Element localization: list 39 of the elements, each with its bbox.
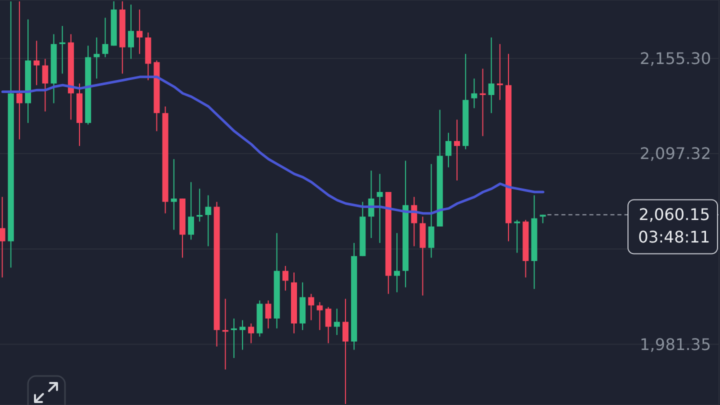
candlestick	[102, 17, 108, 58]
y-tick-label: 1,981.35	[640, 334, 711, 354]
candlestick	[240, 320, 246, 350]
candlestick	[128, 4, 134, 60]
candlestick	[205, 194, 212, 247]
candlestick	[248, 322, 254, 344]
candlestick	[514, 219, 520, 254]
candlestick	[0, 196, 6, 278]
candlestick	[170, 158, 177, 230]
candlestick	[325, 306, 332, 344]
candlestick	[16, 0, 22, 140]
candlestick	[282, 265, 288, 292]
candlestick	[188, 182, 194, 240]
candlestick	[334, 308, 340, 336]
candlestick	[94, 36, 100, 80]
candlestick	[34, 40, 40, 86]
candlestick	[316, 302, 323, 331]
candlestick	[308, 293, 314, 321]
text: 03:48:11	[638, 228, 710, 247]
candlestick	[496, 44, 503, 100]
candlestick	[471, 78, 478, 109]
candlestick	[42, 58, 48, 112]
candlestick	[230, 318, 237, 358]
candlestick	[480, 68, 486, 137]
candlestick	[376, 173, 383, 244]
ref-line-label: 2,060.15	[638, 205, 710, 224]
y-tick-label: 2,155.30	[640, 48, 711, 68]
candlestick	[428, 164, 434, 258]
candlestick	[59, 25, 66, 74]
candlestick	[488, 36, 494, 114]
candlestick	[342, 298, 348, 405]
candlestick	[454, 119, 460, 181]
candlestick	[196, 188, 203, 222]
y-tick-label: 2,097.32	[640, 144, 711, 164]
candlestick	[265, 300, 272, 329]
candlestick	[222, 298, 228, 370]
candlestick	[394, 232, 400, 293]
candlestick	[445, 132, 452, 168]
candlestick	[136, 9, 143, 54]
